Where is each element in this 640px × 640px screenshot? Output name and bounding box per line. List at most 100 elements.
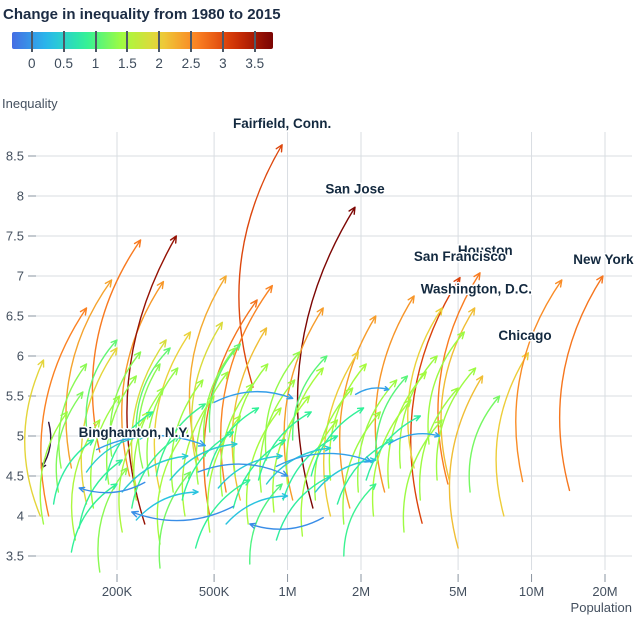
chart-title: Change in inequality from 1980 to 2015 xyxy=(3,6,281,23)
legend-tick-label: 1.5 xyxy=(117,56,137,71)
city-trajectory-arrow xyxy=(70,419,101,541)
city-trajectory-arrow xyxy=(97,467,128,573)
city-trajectory-arrow xyxy=(323,351,359,517)
city-trajectory-arrow xyxy=(188,275,227,461)
legend-tick-label: 1 xyxy=(91,56,100,71)
legend-tick-label: 3 xyxy=(219,56,227,71)
y-tick-label: 7 xyxy=(17,269,24,284)
x-tick-label: 500K xyxy=(199,584,230,599)
legend-tick-mark xyxy=(221,31,224,52)
city-trajectory-arrow xyxy=(121,453,189,493)
city-trajectory-arrow xyxy=(206,407,260,477)
x-tick-label: 200K xyxy=(102,584,133,599)
x-axis-title: Population xyxy=(571,600,632,615)
city-label: Chicago xyxy=(498,328,551,343)
city-trajectory-arrow xyxy=(190,321,223,473)
city-trajectory-arrow xyxy=(495,352,529,517)
city-trajectory-arrow xyxy=(354,386,390,396)
x-tick-label: 10M xyxy=(519,584,544,599)
city-trajectory-arrow xyxy=(146,367,179,477)
city-trajectory-arrow xyxy=(342,411,381,525)
city-trajectory-arrow xyxy=(203,299,258,517)
city-trajectory-arrow xyxy=(468,395,501,493)
legend-tick-mark xyxy=(30,31,33,52)
city-trajectory-arrow xyxy=(55,391,84,493)
city-trajectory-arrow xyxy=(197,463,289,477)
y-tick-label: 4 xyxy=(17,509,24,524)
city-trajectory-arrow xyxy=(233,363,269,477)
y-tick-label: 8.5 xyxy=(6,149,24,164)
y-tick-label: 5 xyxy=(17,429,24,444)
city-trajectory-arrow xyxy=(208,343,241,433)
legend-tick-label: 0.5 xyxy=(54,56,74,71)
city-trajectory-arrow xyxy=(264,351,301,461)
city-trajectory-arrow xyxy=(85,433,146,473)
x-tick-label: 20M xyxy=(592,584,617,599)
city-trajectory-arrow xyxy=(296,206,356,509)
y-tick-label: 3.5 xyxy=(6,549,24,564)
city-trajectory-arrow xyxy=(440,307,476,481)
city-trajectory-arrow xyxy=(65,279,113,469)
city-trajectory-arrow xyxy=(85,339,118,429)
city-trajectory-arrow xyxy=(158,471,192,569)
city-trajectory-arrow xyxy=(343,483,377,557)
city-trajectory-arrow xyxy=(275,452,372,468)
legend-tick-mark xyxy=(126,31,129,52)
city-trajectory-arrow xyxy=(407,307,443,469)
city-trajectory-arrow xyxy=(365,415,421,481)
city-trajectory-arrow xyxy=(78,481,146,494)
city-trajectory-arrow xyxy=(435,367,477,481)
x-tick-label: 5M xyxy=(449,584,467,599)
city-trajectory-arrow xyxy=(105,411,154,481)
city-trajectory-arrow xyxy=(131,505,235,522)
city-label: San Jose xyxy=(325,182,385,197)
city-label: Fairfield, Conn. xyxy=(233,116,331,131)
city-trajectory-arrow xyxy=(213,390,294,404)
y-axis-title: Inequality xyxy=(2,96,58,111)
city-trajectory-arrow xyxy=(310,407,365,477)
city-label: San Francisco xyxy=(414,249,506,264)
y-tick-label: 6.5 xyxy=(6,309,24,324)
city-label: Washington, D.C. xyxy=(421,282,532,297)
x-tick-label: 2M xyxy=(352,584,370,599)
legend-tick-mark xyxy=(190,31,193,52)
city-trajectory-arrow xyxy=(219,284,273,493)
city-trajectory-arrow xyxy=(339,315,377,509)
city-trajectory-arrow xyxy=(52,439,95,505)
city-trajectory-arrow xyxy=(80,347,118,505)
city-trajectory-arrow xyxy=(357,379,398,493)
city-trajectory-arrow xyxy=(427,331,465,445)
y-tick-label: 7.5 xyxy=(6,229,24,244)
city-trajectory-arrow xyxy=(225,493,289,525)
city-trajectory-arrow xyxy=(40,307,88,517)
y-tick-label: 5.5 xyxy=(6,389,24,404)
city-trajectory-arrow xyxy=(249,483,283,565)
city-trajectory-arrow xyxy=(398,355,438,469)
legend-tick-mark xyxy=(94,31,97,52)
legend-tick-label: 0 xyxy=(28,56,36,71)
city-trajectory-arrow xyxy=(155,403,206,477)
city-trajectory-arrow xyxy=(249,516,324,530)
city-trajectory-arrow xyxy=(374,295,415,493)
city-trajectory-arrow xyxy=(135,489,199,521)
legend-tick-label: 3.5 xyxy=(245,56,265,71)
legend-tick-label: 2 xyxy=(155,56,163,71)
city-trajectory-arrow xyxy=(156,427,189,545)
city-label: Binghamton, N.Y. xyxy=(79,425,190,440)
city-trajectory-arrow xyxy=(217,453,283,489)
city-trajectory-arrow xyxy=(24,359,45,517)
city-trajectory-arrow xyxy=(153,331,192,493)
city-trajectory-arrow xyxy=(275,475,332,541)
y-tick-label: 8 xyxy=(17,189,24,204)
legend-tick-mark xyxy=(158,31,161,52)
x-tick-label: 1M xyxy=(279,584,297,599)
city-trajectory-arrow xyxy=(257,411,312,481)
city-trajectory-arrow xyxy=(388,432,441,445)
legend-tick-label: 2.5 xyxy=(181,56,201,71)
city-trajectory-arrow xyxy=(558,275,604,492)
legend-tick-mark xyxy=(62,31,65,52)
city-trajectory-arrow xyxy=(515,279,563,483)
city-trajectory-arrow xyxy=(402,419,443,533)
city-trajectory-arrow xyxy=(135,347,171,437)
